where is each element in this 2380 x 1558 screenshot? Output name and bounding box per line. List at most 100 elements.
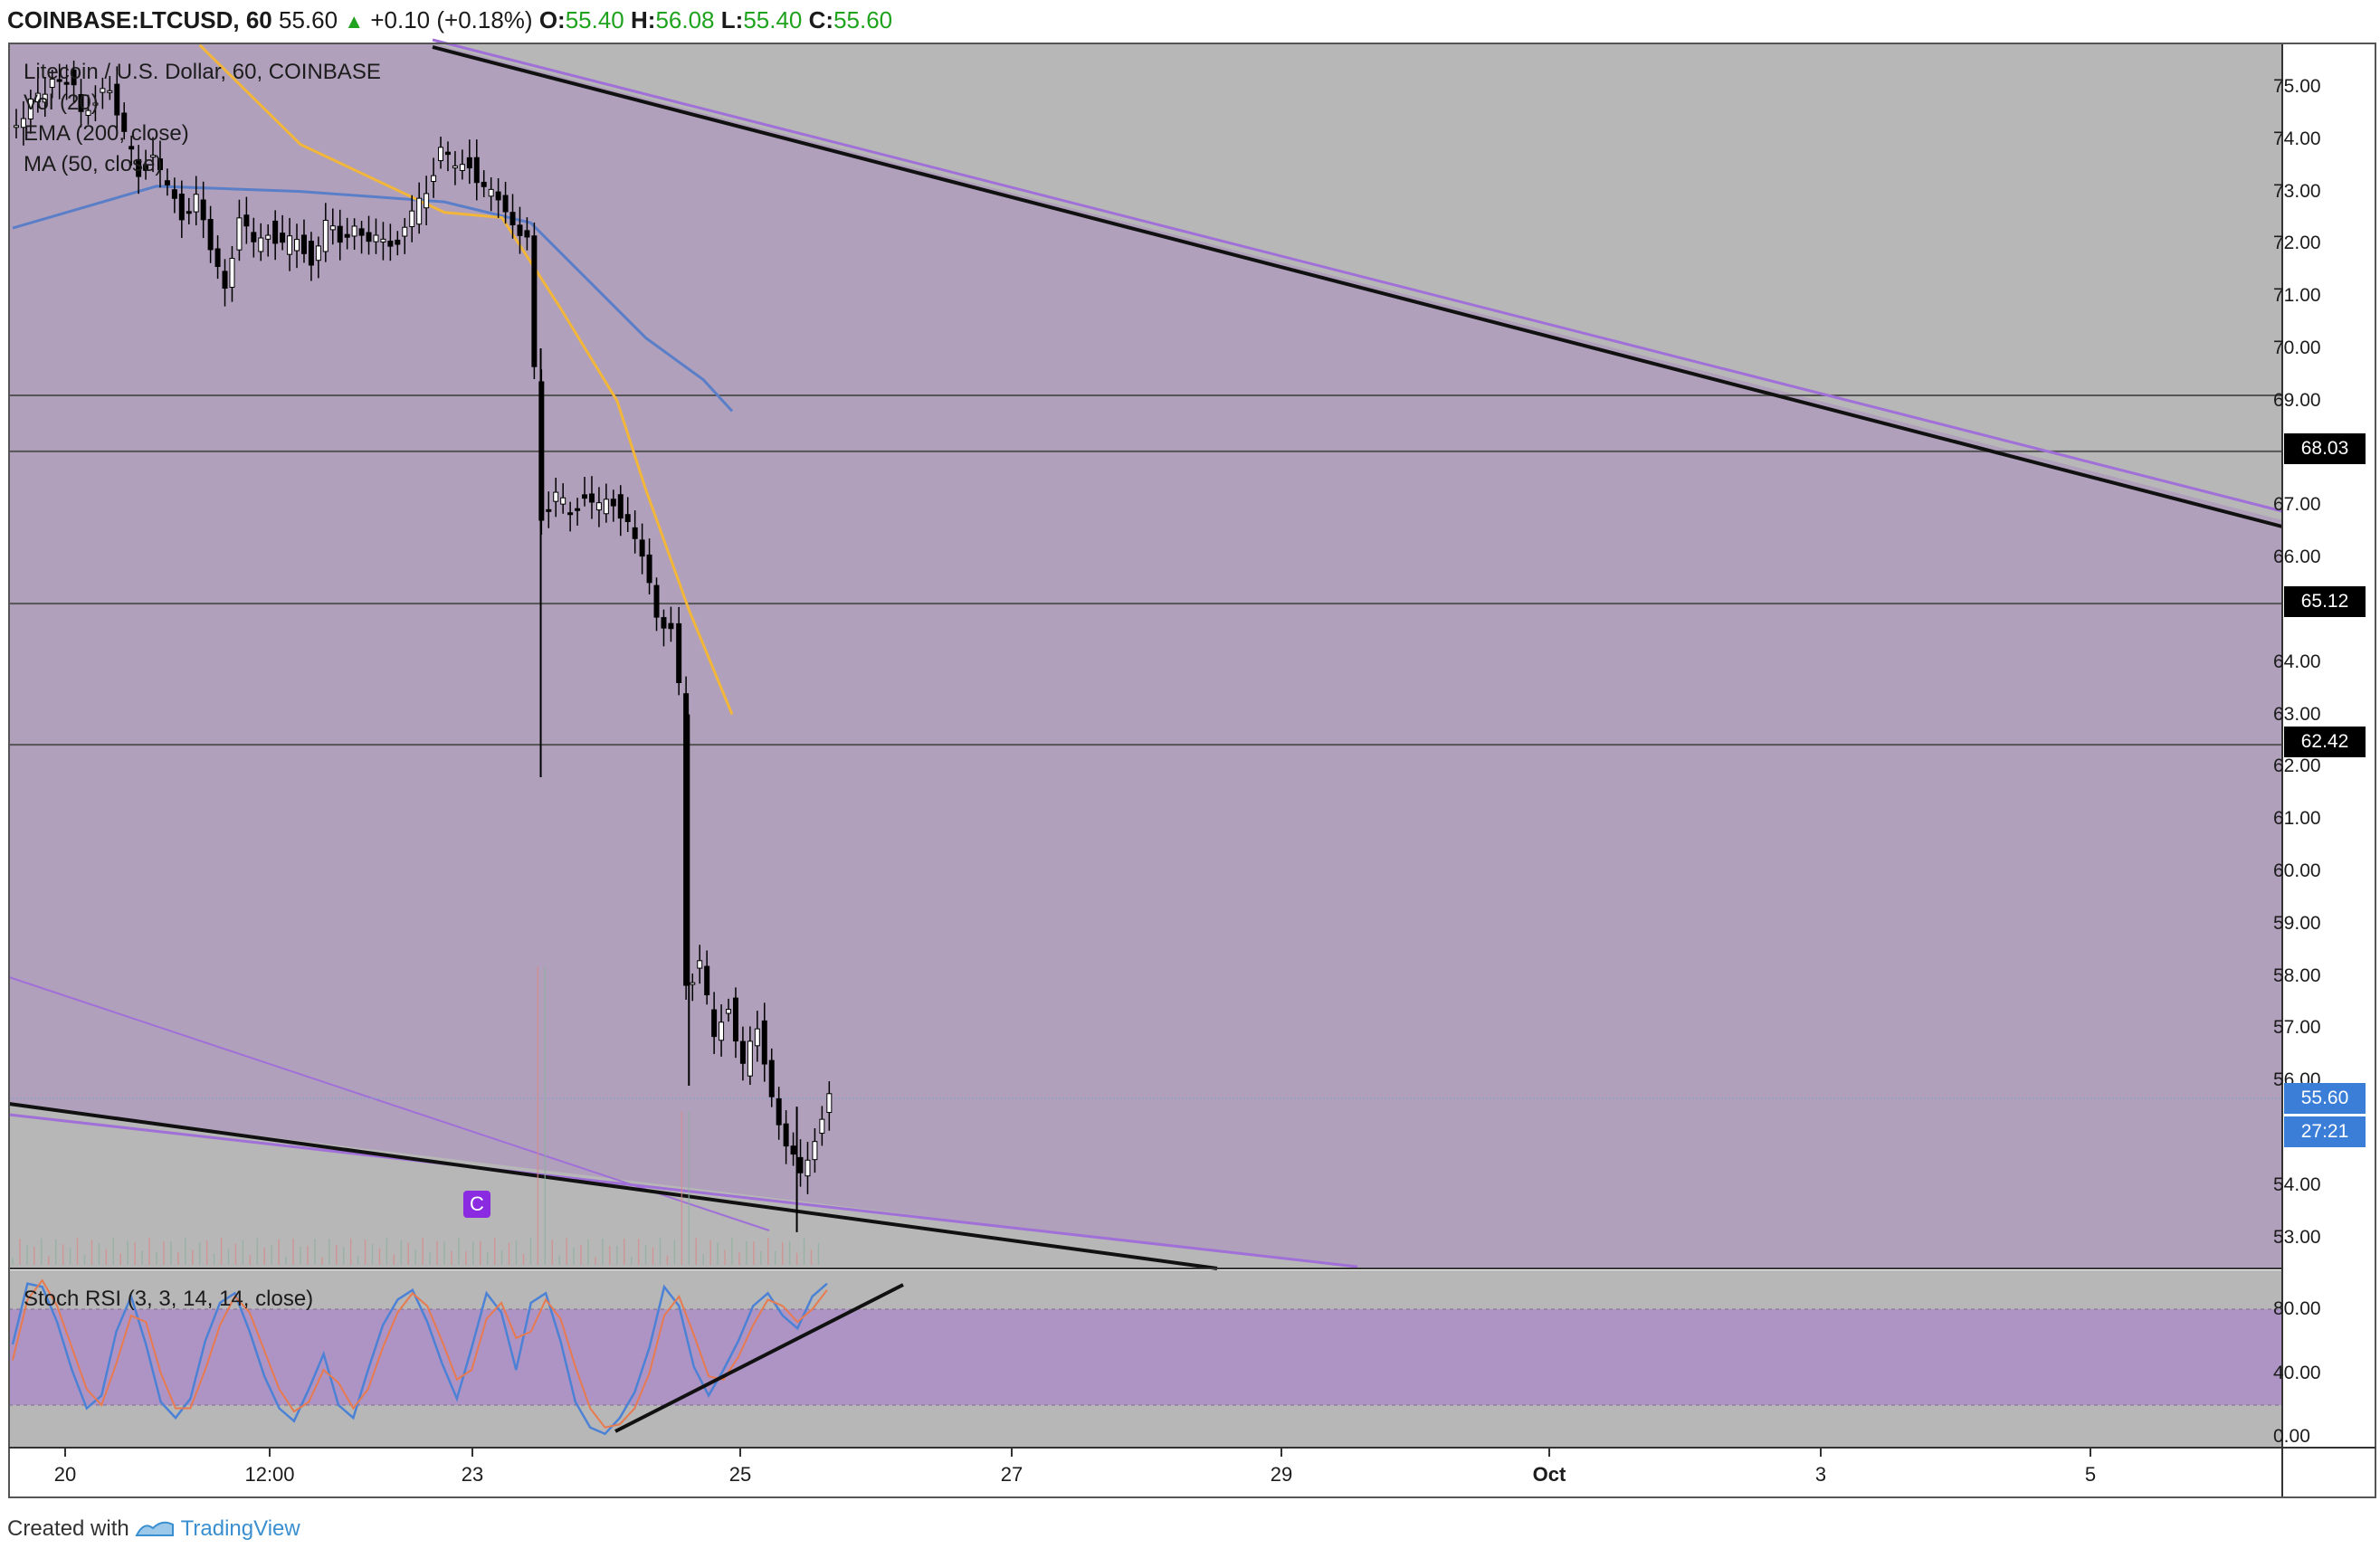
candle-body bbox=[509, 212, 516, 226]
candle-body bbox=[697, 960, 703, 969]
candle-body bbox=[438, 147, 444, 162]
candle-body bbox=[150, 155, 157, 158]
candle-body bbox=[387, 240, 394, 247]
legend-stoch-rsi[interactable]: Stoch RSI (3, 3, 14, 14, close) bbox=[24, 1287, 314, 1311]
candle-body bbox=[63, 81, 70, 85]
candle-body bbox=[129, 146, 135, 150]
candle-body bbox=[337, 225, 343, 243]
candle-body bbox=[143, 164, 149, 171]
candle-body bbox=[56, 79, 62, 82]
channel-lower-black bbox=[8, 1102, 1218, 1270]
candle-body bbox=[524, 230, 530, 238]
candle-body bbox=[754, 1028, 760, 1047]
price-tick-label: 62.00 bbox=[2273, 755, 2321, 777]
candle-body bbox=[34, 92, 41, 103]
triangle-up-icon: ▲ bbox=[344, 10, 365, 33]
time-tick-label: 25 bbox=[728, 1463, 752, 1486]
candle-body bbox=[380, 238, 386, 242]
price-chart[interactable] bbox=[0, 0, 2380, 1502]
price-tick-label: 72.00 bbox=[2273, 233, 2321, 254]
candle-body bbox=[575, 508, 581, 511]
rsi-tick-label: 0.00 bbox=[2273, 1426, 2310, 1448]
close-value: 55.60 bbox=[833, 6, 893, 33]
time-tick-label: 20 bbox=[53, 1463, 77, 1486]
price-tick-label: 58.00 bbox=[2273, 964, 2321, 986]
candle-body bbox=[193, 194, 199, 213]
footer: Created with TradingView bbox=[7, 1516, 300, 1542]
candle-body bbox=[481, 181, 487, 187]
candle-body bbox=[653, 584, 660, 618]
price-tick-label: 70.00 bbox=[2273, 337, 2321, 358]
candle-body bbox=[366, 232, 372, 242]
candle-body bbox=[466, 157, 472, 169]
candle-body bbox=[294, 239, 300, 252]
legend-ema[interactable]: EMA (200, close) bbox=[24, 121, 189, 146]
candle-body bbox=[761, 1020, 767, 1065]
candle-body bbox=[186, 211, 192, 214]
candle-body bbox=[726, 1009, 732, 1014]
candle-body bbox=[546, 508, 552, 512]
candle-body bbox=[300, 234, 307, 254]
candle-body bbox=[704, 965, 710, 996]
candle-body bbox=[258, 237, 264, 252]
candle-body bbox=[416, 197, 423, 225]
candle-body bbox=[308, 241, 314, 266]
candle-body bbox=[20, 118, 26, 128]
candle-body bbox=[431, 175, 437, 183]
channel-upper-purple bbox=[432, 38, 2283, 513]
candle-body bbox=[13, 125, 19, 128]
candle-body bbox=[711, 1009, 718, 1038]
candle-body bbox=[797, 1156, 804, 1173]
candle-body bbox=[502, 195, 509, 213]
candle-body bbox=[164, 180, 170, 185]
price-tick-label: 71.00 bbox=[2273, 285, 2321, 307]
horizontal-levels bbox=[9, 394, 2282, 746]
price-tick-label: 59.00 bbox=[2273, 912, 2321, 934]
legend-vol[interactable]: Vol (20) bbox=[24, 90, 99, 115]
ma-50-line bbox=[198, 43, 734, 716]
channel-lower-purple bbox=[8, 1113, 1358, 1268]
rsi-tick-label: 80.00 bbox=[2273, 1298, 2321, 1319]
event-marker[interactable]: C bbox=[463, 1191, 490, 1218]
candle-body bbox=[783, 1123, 789, 1147]
candle-body bbox=[243, 214, 250, 227]
created-with-text: Created with bbox=[7, 1516, 129, 1541]
candle-body bbox=[265, 234, 271, 240]
tradingview-brand[interactable]: TradingView bbox=[180, 1516, 300, 1541]
candle-body bbox=[668, 622, 674, 630]
candle-body bbox=[200, 199, 206, 221]
candle-body bbox=[595, 502, 602, 511]
candle-body bbox=[582, 494, 588, 499]
symbol-name[interactable]: COINBASE:LTCUSD, 60 bbox=[7, 6, 272, 33]
candle-body bbox=[646, 554, 652, 584]
close-label: C: bbox=[808, 6, 834, 33]
candle-body bbox=[610, 499, 616, 507]
candle-body bbox=[424, 193, 430, 209]
channel-upper-black bbox=[432, 45, 2283, 528]
candle-body bbox=[207, 219, 214, 251]
candle-body bbox=[804, 1159, 811, 1177]
candle-body bbox=[85, 109, 91, 116]
candle-body bbox=[531, 235, 538, 367]
candle-body bbox=[632, 527, 638, 539]
legend-ma[interactable]: MA (50, close) bbox=[24, 152, 163, 176]
high-value: 56.08 bbox=[655, 6, 715, 33]
candle-body bbox=[373, 234, 379, 242]
candle-body bbox=[676, 622, 682, 684]
candle-body bbox=[329, 225, 336, 231]
open-label: O: bbox=[538, 6, 566, 33]
ema-200-line bbox=[12, 185, 734, 413]
candle-body bbox=[588, 493, 595, 503]
time-tick-label: Oct bbox=[1532, 1463, 1566, 1486]
chart-border bbox=[8, 43, 2376, 1498]
candle-body bbox=[251, 232, 257, 242]
candle-body bbox=[178, 194, 185, 221]
candle-body bbox=[49, 78, 55, 89]
candle-body bbox=[344, 233, 350, 238]
rsi-trendline bbox=[614, 1283, 904, 1433]
volume-series bbox=[12, 966, 820, 1265]
time-tick-label: 29 bbox=[1270, 1463, 1293, 1486]
candle-body bbox=[92, 102, 99, 106]
time-tick-label: 3 bbox=[1814, 1463, 1827, 1486]
legend-title[interactable]: Litecoin / U.S. Dollar, 60, COINBASE bbox=[24, 60, 381, 84]
